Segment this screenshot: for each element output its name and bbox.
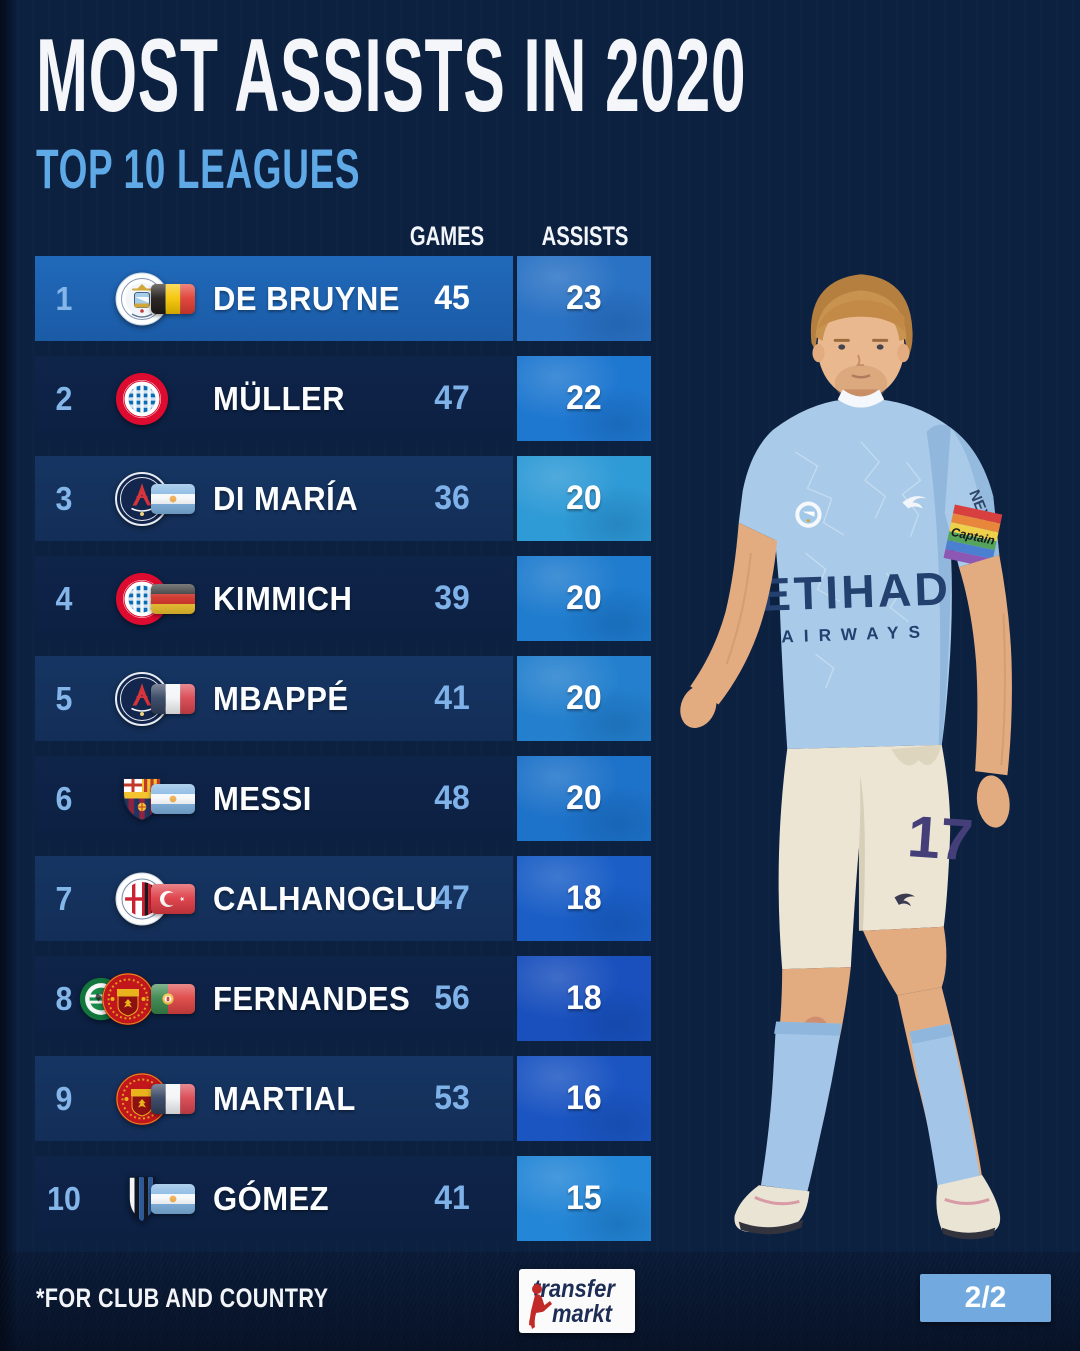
transfermarkt-logo-line1: transfer <box>533 1275 615 1303</box>
table-row: 2 MÜLLER 47 22 <box>35 356 651 441</box>
games-value: 39 <box>434 579 470 617</box>
footnote: *FOR CLUB AND COUNTRY <box>36 1283 329 1313</box>
rank-label: 1 <box>55 279 73 317</box>
games-value: 48 <box>434 779 470 817</box>
page-subtitle: TOP 10 LEAGUES <box>36 137 361 200</box>
games-value: 53 <box>434 1079 470 1117</box>
player-name: CALHANOGLU <box>213 879 439 917</box>
table-row: 10 GÓMEZ 41 15 <box>35 1156 651 1241</box>
player-name: MÜLLER <box>213 379 346 417</box>
player-name: GÓMEZ <box>213 1179 330 1217</box>
games-value: 45 <box>434 279 470 317</box>
argentina-flag-icon <box>151 783 195 814</box>
table-row: 8 FERNANDES 56 18 <box>35 956 651 1041</box>
assists-value: 16 <box>566 1079 602 1117</box>
row-main-bar: 9 MARTIAL 53 <box>35 1056 513 1141</box>
assists-value: 20 <box>566 779 602 817</box>
belgium-flag-icon <box>151 283 195 314</box>
page-indicator-badge: 2/2 <box>920 1274 1051 1322</box>
transfermarkt-logo: transfer markt <box>519 1269 635 1333</box>
player-name: FERNANDES <box>213 979 411 1017</box>
player-name: DI MARÍA <box>213 479 359 517</box>
row-main-bar: 3 DI MARÍA 36 <box>35 456 513 541</box>
assists-cell: 20 <box>517 556 651 641</box>
table-row: 7 CALHANOGLU 47 18 <box>35 856 651 941</box>
manchester-united-badge-icon <box>101 972 155 1026</box>
games-value: 41 <box>434 1179 470 1217</box>
row-main-bar: 8 FERNANDES 56 <box>35 956 513 1041</box>
assists-cell: 18 <box>517 856 651 941</box>
games-value: 47 <box>434 379 470 417</box>
row-main-bar: 5 MBAPPÉ 41 <box>35 656 513 741</box>
turkey-flag-icon <box>151 883 195 914</box>
germany-flag-icon <box>151 583 195 614</box>
player-name: MARTIAL <box>213 1079 356 1117</box>
games-value: 47 <box>434 879 470 917</box>
table-row: 4 KIMMICH 39 20 <box>35 556 651 641</box>
portugal-flag-icon <box>151 983 195 1014</box>
page-indicator-text: 2/2 <box>964 1281 1007 1314</box>
rank-label: 6 <box>55 779 73 817</box>
transfermarkt-logo-line2: markt <box>552 1300 612 1328</box>
rank-label: 10 <box>47 1179 81 1217</box>
assists-value: 20 <box>566 479 602 517</box>
assists-value: 15 <box>566 1179 602 1217</box>
row-main-bar: 6 MESSI 48 <box>35 756 513 841</box>
page-title: MOST ASSISTS IN 2020 <box>36 18 747 134</box>
argentina-flag-icon <box>151 483 195 514</box>
assists-value: 22 <box>566 379 602 417</box>
ranking-table: 1 DE BRUYNE 45 23 2 MÜLLER 47 22 3 DI MA… <box>35 256 651 1241</box>
assists-cell: 22 <box>517 356 651 441</box>
player-name: DE BRUYNE <box>213 279 400 317</box>
rank-label: 8 <box>55 979 73 1017</box>
assists-cell: 18 <box>517 956 651 1041</box>
bayern-munich-badge-icon <box>115 372 169 426</box>
games-value: 41 <box>434 679 470 717</box>
row-main-bar: 1 DE BRUYNE 45 <box>35 256 513 341</box>
assists-value: 20 <box>566 579 602 617</box>
games-value: 56 <box>434 979 470 1017</box>
background-left-shadow <box>0 0 18 1351</box>
column-header-games: GAMES <box>409 221 485 251</box>
assists-value: 18 <box>566 979 602 1017</box>
table-row: 6 MESSI 48 20 <box>35 756 651 841</box>
column-header-assists: ASSISTS <box>541 221 629 251</box>
rank-label: 5 <box>55 679 73 717</box>
player-name: MESSI <box>213 779 312 817</box>
rank-label: 3 <box>55 479 73 517</box>
argentina-flag-icon <box>151 1183 195 1214</box>
assists-cell: 20 <box>517 756 651 841</box>
row-main-bar: 2 MÜLLER 47 <box>35 356 513 441</box>
player-name: KIMMICH <box>213 579 353 617</box>
assists-cell: 20 <box>517 656 651 741</box>
assists-cell: 15 <box>517 1156 651 1241</box>
games-value: 36 <box>434 479 470 517</box>
rank-label: 2 <box>55 379 73 417</box>
table-row: 9 MARTIAL 53 16 <box>35 1056 651 1141</box>
table-row: 1 DE BRUYNE 45 23 <box>35 256 651 341</box>
player-name: MBAPPÉ <box>213 679 349 717</box>
assists-value: 18 <box>566 879 602 917</box>
assists-value: 20 <box>566 679 602 717</box>
rank-label: 4 <box>55 579 73 617</box>
assists-cell: 23 <box>517 256 651 341</box>
assists-cell: 16 <box>517 1056 651 1141</box>
rank-label: 7 <box>55 879 73 917</box>
row-main-bar: 4 KIMMICH 39 <box>35 556 513 641</box>
transfermarkt-figure-icon <box>529 1284 552 1329</box>
row-main-bar: 10 GÓMEZ 41 <box>35 1156 513 1241</box>
assists-value: 23 <box>566 279 602 317</box>
france-flag-icon <box>151 1083 195 1114</box>
rank-label: 9 <box>55 1079 73 1117</box>
row-main-bar: 7 CALHANOGLU 47 <box>35 856 513 941</box>
table-row: 5 MBAPPÉ 41 20 <box>35 656 651 741</box>
france-flag-icon <box>151 683 195 714</box>
table-row: 3 DI MARÍA 36 20 <box>35 456 651 541</box>
assists-cell: 20 <box>517 456 651 541</box>
